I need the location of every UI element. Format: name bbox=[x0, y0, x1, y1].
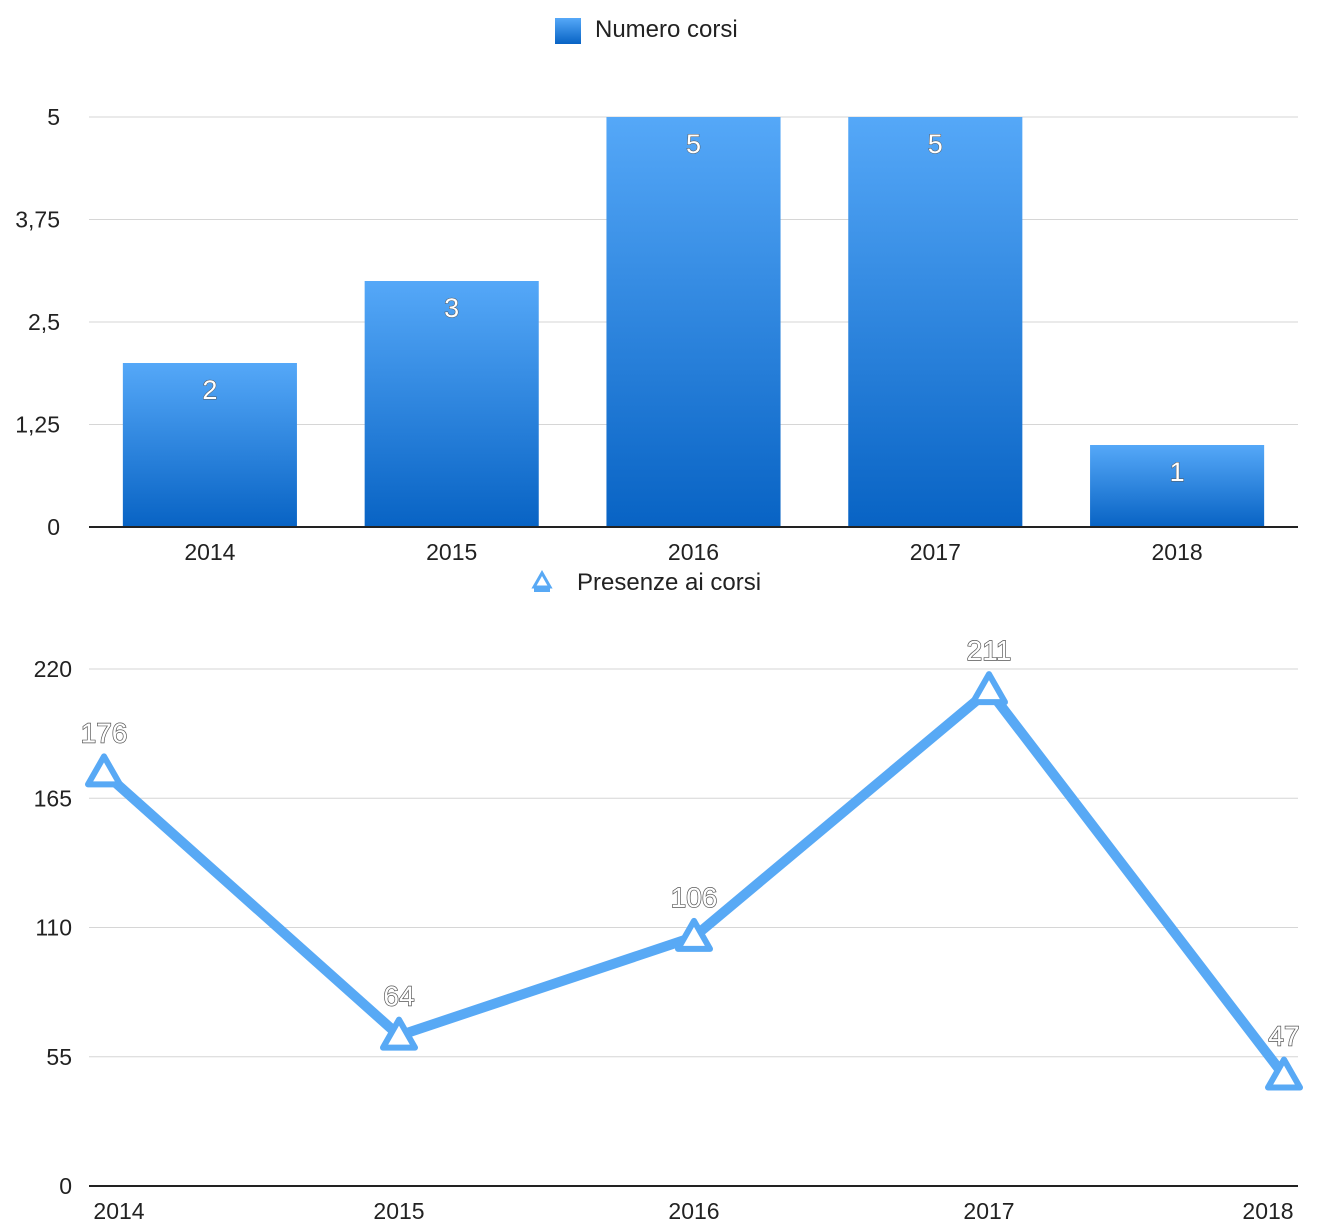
bar-legend-swatch bbox=[555, 18, 581, 44]
bar-x-tick-label: 2015 bbox=[426, 539, 477, 565]
line-legend-label: Presenze ai corsi bbox=[577, 569, 761, 596]
line-chart-series: 176 64 106 211 47 bbox=[80, 634, 1303, 1091]
line-y-tick-label: 0 bbox=[59, 1173, 72, 1199]
line-chart-y-axis: 0 55 110 165 220 bbox=[34, 656, 72, 1199]
bar bbox=[364, 281, 539, 527]
bar-legend-label: Numero corsi bbox=[595, 16, 738, 43]
bar-x-tick-label: 2016 bbox=[668, 539, 719, 565]
line-data-label: 64 bbox=[383, 981, 414, 1012]
bar-y-tick-label: 1,25 bbox=[15, 412, 60, 438]
line-x-tick-label: 2017 bbox=[963, 1198, 1014, 1223]
bar-x-tick-label: 2017 bbox=[910, 539, 961, 565]
line-chart: Presenze ai corsi 0 55 110 165 220 176 64 106 2… bbox=[34, 569, 1303, 1223]
bar-data-label: 5 bbox=[686, 129, 701, 159]
bar-chart: Numero corsi 01,252,53,755 235 51 2014 201… bbox=[15, 16, 1298, 565]
bar-chart-bars: 2 3 5 5 1 bbox=[122, 117, 1265, 527]
bar-chart-x-axis: 2014 2015 2016 2017 2018 bbox=[184, 539, 1202, 565]
line-y-tick-label: 110 bbox=[35, 915, 72, 941]
bar-data-label: 3 bbox=[444, 293, 459, 323]
line-point-marker bbox=[1265, 1056, 1303, 1091]
bar-x-tick-label: 2018 bbox=[1152, 539, 1203, 565]
line-data-label: 106 bbox=[671, 882, 718, 913]
line-data-label: 176 bbox=[81, 717, 128, 748]
line-chart-legend: Presenze ai corsi bbox=[531, 569, 761, 596]
line-x-tick-label: 2015 bbox=[373, 1198, 424, 1223]
line-point-marker bbox=[85, 753, 123, 788]
bar bbox=[606, 117, 781, 527]
line-x-tick-label: 2018 bbox=[1242, 1198, 1293, 1223]
bar bbox=[1090, 445, 1265, 527]
bar-data-label: 1 bbox=[1170, 457, 1185, 487]
line-chart-x-axis: 2014 2015 2016 2017 2018 bbox=[93, 1198, 1293, 1223]
line-y-tick-label: 55 bbox=[46, 1044, 72, 1070]
line-data-label: 47 bbox=[1268, 1021, 1299, 1052]
bar-y-tick-label: 2,5 bbox=[28, 309, 60, 335]
line-point-marker bbox=[970, 671, 1008, 706]
line-x-tick-label: 2016 bbox=[668, 1198, 719, 1223]
bar-y-tick-label: 0 bbox=[47, 514, 60, 540]
bar-data-label: 5 bbox=[928, 129, 943, 159]
bar-chart-legend: Numero corsi bbox=[555, 16, 738, 44]
bar bbox=[122, 363, 297, 527]
line-x-tick-label: 2014 bbox=[93, 1198, 144, 1223]
line-legend-triangle-icon bbox=[531, 569, 553, 589]
line-data-label: 211 bbox=[967, 635, 1012, 666]
line-point-marker bbox=[675, 917, 713, 952]
bar-chart-y-axis: 0 1,25 2,5 3,75 5 bbox=[15, 104, 60, 540]
bar-y-tick-label: 3,75 bbox=[15, 207, 60, 233]
line-y-tick-label: 220 bbox=[34, 656, 72, 682]
line-point-marker bbox=[380, 1016, 418, 1051]
bar-y-tick-label: 5 bbox=[47, 104, 60, 130]
bar-x-tick-label: 2014 bbox=[184, 539, 235, 565]
bar-data-label: 2 bbox=[202, 375, 217, 405]
line-y-tick-label: 165 bbox=[34, 785, 72, 811]
bar bbox=[848, 117, 1023, 527]
